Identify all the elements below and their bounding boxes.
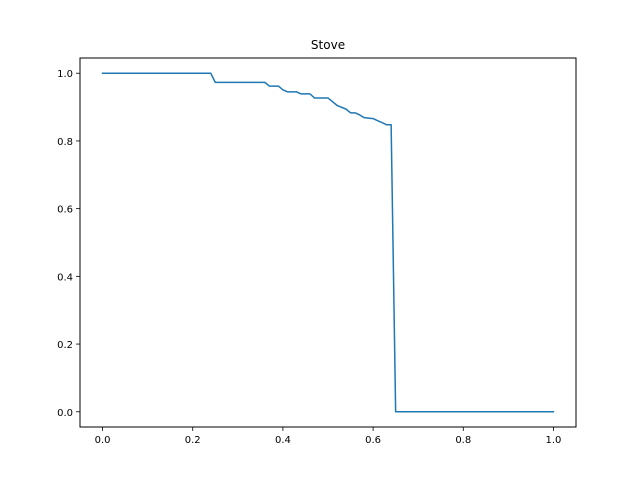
y-tick-label: 1.0 <box>57 69 73 80</box>
y-tick-label: 0.6 <box>57 205 73 216</box>
x-tick-label: 0.6 <box>365 435 381 446</box>
x-tick-label: 0.8 <box>455 435 471 446</box>
y-axis: 0.0 0.2 0.4 0.6 0.8 1.0 <box>57 69 80 419</box>
series-line-0 <box>101 72 555 413</box>
x-tick-label: 0.2 <box>185 435 201 446</box>
x-tick-label: 1.0 <box>546 435 562 446</box>
x-axis: 0.0 0.2 0.4 0.6 0.8 1.0 <box>95 427 562 446</box>
plot-area-frame <box>79 57 577 428</box>
y-tick-label: 0.0 <box>57 408 73 419</box>
chart-title: Stove <box>311 38 345 52</box>
y-tick-label: 0.4 <box>57 272 73 283</box>
x-tick-label: 0.0 <box>95 435 111 446</box>
x-tick-label: 0.4 <box>275 435 291 446</box>
y-tick-label: 0.8 <box>57 137 73 148</box>
y-tick-label: 0.2 <box>57 340 73 351</box>
series-layer <box>101 72 555 413</box>
